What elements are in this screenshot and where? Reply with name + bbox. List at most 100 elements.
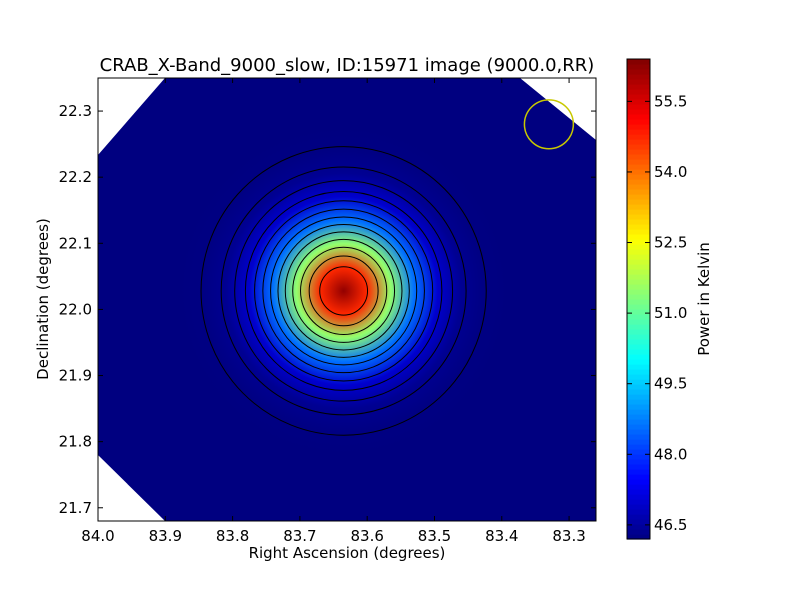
colorbar-swatch: [627, 369, 650, 375]
colorbar-swatch: [627, 504, 650, 510]
colorbar-swatch: [627, 239, 650, 245]
colorbar-swatch: [627, 89, 650, 95]
colorbar-swatch: [627, 144, 650, 150]
colorbar-swatch: [627, 254, 650, 260]
colorbar-swatch: [627, 304, 650, 310]
colorbar-frame: [626, 58, 651, 540]
y-tick-label: 22.3: [59, 102, 92, 120]
contour-line: [308, 255, 379, 327]
x-tick-label: 83.5: [418, 527, 451, 545]
plot-frame: [97, 77, 597, 522]
y-axis-label: Declination (degrees): [34, 218, 52, 380]
y-tick-label: 22.1: [59, 234, 92, 252]
colorbar-swatch: [627, 164, 650, 170]
colorbar-swatch: [627, 329, 650, 335]
colorbar-swatch: [627, 484, 650, 490]
colorbar-swatch: [627, 94, 650, 100]
colorbar-tick-label: 48.0: [654, 445, 687, 463]
colorbar-tick-label: 49.5: [654, 375, 687, 393]
colorbar-swatch: [627, 194, 650, 200]
x-tick-label: 83.7: [283, 527, 316, 545]
colorbar-swatch: [627, 224, 650, 230]
beam-circle: [523, 99, 575, 150]
contour-line: [284, 231, 403, 351]
chart-title: CRAB_X-Band_9000_slow, ID:15971 image (9…: [100, 55, 595, 76]
colorbar-swatch: [627, 234, 650, 240]
colorbar-swatch: [627, 449, 650, 455]
colorbar-swatch: [627, 199, 650, 205]
colorbar-swatch: [627, 364, 650, 370]
colorbar-swatch: [627, 464, 650, 470]
colorbar-swatch: [627, 319, 650, 325]
y-tick-label: 21.8: [59, 433, 92, 451]
contour-line: [292, 238, 396, 343]
colorbar-swatch: [627, 474, 650, 480]
colorbar-swatch: [627, 309, 650, 315]
x-tick-label: 84.0: [81, 527, 114, 545]
colorbar-swatch: [627, 184, 650, 190]
contour-line: [220, 166, 467, 416]
colorbar-swatch: [627, 289, 650, 295]
colorbar-swatch: [627, 514, 650, 520]
contour-line: [277, 223, 410, 358]
colorbar-swatch: [627, 409, 650, 415]
colorbar-swatch: [627, 454, 650, 460]
colorbar-tick-label: 52.5: [654, 234, 687, 252]
colorbar-swatch: [627, 339, 650, 345]
x-tick-label: 83.4: [485, 527, 518, 545]
colorbar-swatch: [627, 419, 650, 425]
colorbar-swatch: [627, 189, 650, 195]
contour-line: [254, 200, 434, 382]
contour-line: [200, 146, 487, 436]
colorbar-swatch: [627, 269, 650, 275]
colorbar-swatch: [627, 429, 650, 435]
heatmap: [98, 78, 596, 521]
colorbar-swatch: [627, 494, 650, 500]
colorbar-swatch: [627, 324, 650, 330]
colorbar-swatch: [627, 59, 650, 65]
colorbar-swatch: [627, 124, 650, 130]
heatmap-footprint: [98, 78, 596, 521]
colorbar-swatch: [627, 134, 650, 140]
colorbar-swatch: [627, 104, 650, 110]
colorbar-swatch: [627, 499, 650, 505]
colorbar-swatch: [627, 74, 650, 80]
colorbar-swatch: [627, 204, 650, 210]
y-axis: 21.7 21.8 21.9 22.0 22.1 22.2 22.3: [59, 102, 596, 517]
colorbar-swatch: [627, 509, 650, 515]
colorbar-swatch: [627, 354, 650, 360]
colorbar-swatch: [627, 69, 650, 75]
colorbar-swatch: [627, 284, 650, 290]
colorbar-swatch: [627, 174, 650, 180]
x-tick-label: 83.6: [350, 527, 383, 545]
colorbar-label: Power in Kelvin: [695, 242, 713, 356]
x-tick-label: 83.3: [552, 527, 585, 545]
colorbar-swatch: [627, 299, 650, 305]
colorbar-swatch: [627, 394, 650, 400]
contours: [200, 146, 487, 436]
colorbar-swatch: [627, 349, 650, 355]
colorbar-swatch: [627, 179, 650, 185]
colorbar-swatch: [627, 264, 650, 270]
colorbar-swatch: [627, 334, 650, 340]
y-tick-label: 22.0: [59, 300, 92, 318]
colorbar: 46.5 48.0 49.5 51.0 52.5 54.0 55.5 Power in Ke…: [626, 58, 713, 540]
colorbar-swatch: [627, 404, 650, 410]
colorbar-tick-label: 54.0: [654, 163, 687, 181]
x-tick-label: 83.9: [149, 527, 182, 545]
colorbar-swatch: [627, 279, 650, 285]
colorbar-swatch: [627, 274, 650, 280]
colorbar-swatch: [627, 489, 650, 495]
colorbar-swatch: [627, 129, 650, 135]
contour-line: [234, 180, 454, 402]
colorbar-swatch: [627, 479, 650, 485]
colorbar-swatch: [627, 434, 650, 440]
contour-line: [319, 266, 369, 316]
colorbar-swatch: [627, 214, 650, 220]
colorbar-tick-label: 46.5: [654, 516, 687, 534]
colorbar-swatch: [627, 424, 650, 430]
colorbar-swatch: [627, 524, 650, 530]
colorbar-swatch: [627, 399, 650, 405]
colorbar-swatch: [627, 79, 650, 85]
